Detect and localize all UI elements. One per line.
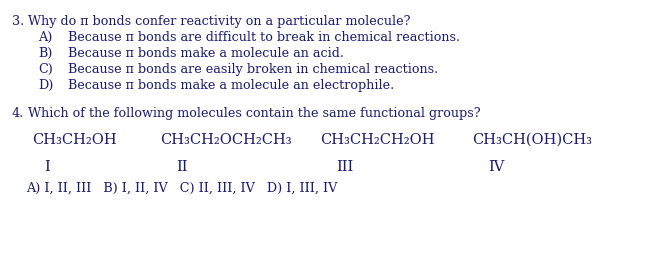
Text: A): A) xyxy=(38,31,52,44)
Text: A) I, II, III   B) I, II, IV   C) II, III, IV   D) I, III, IV: A) I, II, III B) I, II, IV C) II, III, I… xyxy=(26,182,337,195)
Text: I: I xyxy=(44,160,50,174)
Text: CH₃CH₂OH: CH₃CH₂OH xyxy=(32,133,117,147)
Text: CH₃CH₂OCH₂CH₃: CH₃CH₂OCH₂CH₃ xyxy=(160,133,292,147)
Text: CH₃CH(OH)CH₃: CH₃CH(OH)CH₃ xyxy=(472,133,592,147)
Text: II: II xyxy=(176,160,188,174)
Text: 3.: 3. xyxy=(12,15,25,28)
Text: D): D) xyxy=(38,79,54,92)
Text: Because π bonds are difficult to break in chemical reactions.: Because π bonds are difficult to break i… xyxy=(68,31,460,44)
Text: Because π bonds make a molecule an electrophile.: Because π bonds make a molecule an elect… xyxy=(68,79,394,92)
Text: B): B) xyxy=(38,47,52,60)
Text: Which of the following molecules contain the same functional groups?: Which of the following molecules contain… xyxy=(28,107,481,120)
Text: IV: IV xyxy=(488,160,504,174)
Text: 4.: 4. xyxy=(12,107,25,120)
Text: III: III xyxy=(336,160,353,174)
Text: C): C) xyxy=(38,63,53,76)
Text: Because π bonds make a molecule an acid.: Because π bonds make a molecule an acid. xyxy=(68,47,344,60)
Text: Because π bonds are easily broken in chemical reactions.: Because π bonds are easily broken in che… xyxy=(68,63,438,76)
Text: Why do π bonds confer reactivity on a particular molecule?: Why do π bonds confer reactivity on a pa… xyxy=(28,15,410,28)
Text: CH₃CH₂CH₂OH: CH₃CH₂CH₂OH xyxy=(320,133,435,147)
